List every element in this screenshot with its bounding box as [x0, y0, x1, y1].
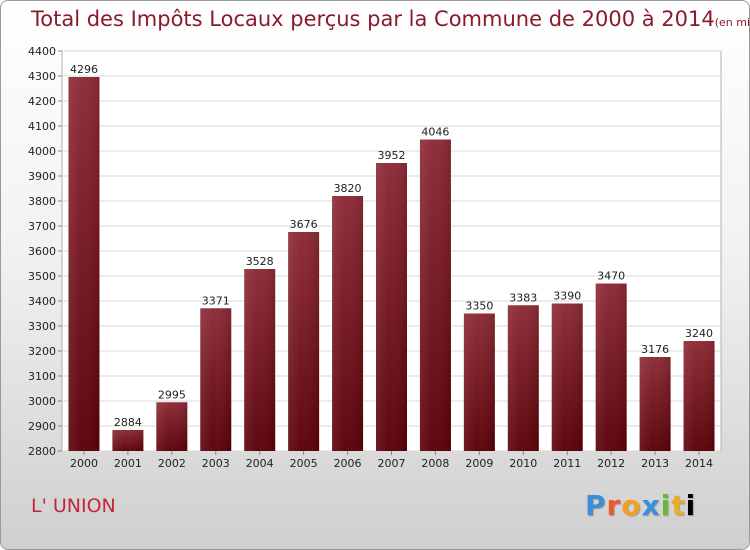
y-tick-label: 4200: [28, 95, 56, 108]
y-tick-label: 3100: [28, 370, 56, 383]
y-tick-label: 3300: [28, 320, 56, 333]
bar-shine-2000: [68, 77, 100, 451]
y-tick-label: 3700: [28, 220, 56, 233]
bar-shine-2009: [463, 313, 495, 451]
chart-title-main: Total des Impôts Locaux perçus par la Co…: [31, 7, 715, 31]
x-tick-label: 2014: [685, 457, 713, 470]
bar-shine-2008: [419, 139, 451, 451]
bar-shine-2014: [683, 341, 715, 451]
y-tick-label: 3600: [28, 245, 56, 258]
bar-shine-2001: [112, 430, 144, 451]
y-tick-label: 4100: [28, 120, 56, 133]
y-tick-label: 3200: [28, 345, 56, 358]
proxiti-logo: Proxiti: [585, 489, 697, 522]
x-tick-label: 2003: [202, 457, 230, 470]
x-tick-label: 2005: [290, 457, 318, 470]
x-tick-label: 2004: [246, 457, 274, 470]
bar-value-label: 2995: [158, 388, 186, 401]
bars: 4296 2884 2995 3371 3528 3676 3820 3952 4046 3350…: [68, 63, 715, 451]
y-tick-label: 3500: [28, 270, 56, 283]
x-tick-label: 2009: [465, 457, 493, 470]
commune-name: L' UNION: [31, 495, 116, 517]
x-tick-label: 2000: [70, 457, 98, 470]
bar-value-label: 3390: [553, 290, 581, 303]
x-tick-label: 2001: [114, 457, 142, 470]
bar-shine-2004: [244, 269, 276, 451]
bar-shine-2012: [595, 283, 627, 451]
y-tick-label: 4300: [28, 70, 56, 83]
bar-value-label: 3240: [685, 327, 713, 340]
x-axis: 2000 2001 2002 2003 2004 2005 2006 2007 2008 2009…: [70, 451, 713, 470]
x-tick-label: 2007: [378, 457, 406, 470]
x-tick-label: 2012: [597, 457, 625, 470]
x-tick-label: 2006: [334, 457, 362, 470]
bar-shine-2006: [332, 196, 364, 451]
bar-value-label: 3470: [597, 270, 625, 283]
bar-value-label: 2884: [114, 416, 142, 429]
bar-value-label: 3528: [246, 255, 274, 268]
bar-shine-2003: [200, 308, 232, 451]
bar-value-label: 3371: [202, 294, 230, 307]
y-tick-label: 2900: [28, 420, 56, 433]
y-tick-label: 2800: [28, 445, 56, 458]
bar-shine-2013: [639, 357, 671, 451]
bar-shine-2007: [376, 163, 407, 451]
x-tick-label: 2010: [509, 457, 537, 470]
bar-value-label: 3350: [465, 300, 493, 313]
bar-shine-2011: [551, 303, 583, 451]
bar-shine-2005: [288, 232, 320, 451]
bar-value-label: 4046: [421, 126, 449, 139]
chart-title-unit: (en milliers d'€): [714, 16, 750, 29]
y-tick-label: 4000: [28, 145, 56, 158]
y-tick-label: 3000: [28, 395, 56, 408]
y-axis: 2800 2900 3000 3100 3200 3300 3400 3500 3600 3700…: [28, 45, 62, 458]
y-tick-label: 4400: [28, 45, 56, 58]
bar-shine-2010: [507, 305, 539, 451]
bar-value-label: 3952: [378, 149, 406, 162]
bar-value-label: 3820: [334, 182, 362, 195]
x-tick-label: 2011: [553, 457, 581, 470]
bar-value-label: 3176: [641, 343, 669, 356]
x-tick-label: 2013: [641, 457, 669, 470]
x-tick-label: 2002: [158, 457, 186, 470]
bar-value-label: 3676: [290, 218, 318, 231]
y-tick-label: 3400: [28, 295, 56, 308]
chart-title: Total des Impôts Locaux perçus par la Co…: [31, 7, 750, 31]
bar-value-label: 4296: [70, 63, 98, 76]
y-tick-label: 3800: [28, 195, 56, 208]
x-tick-label: 2008: [421, 457, 449, 470]
y-tick-label: 3900: [28, 170, 56, 183]
bar-value-label: 3383: [509, 291, 537, 304]
bar-shine-2002: [156, 402, 188, 451]
